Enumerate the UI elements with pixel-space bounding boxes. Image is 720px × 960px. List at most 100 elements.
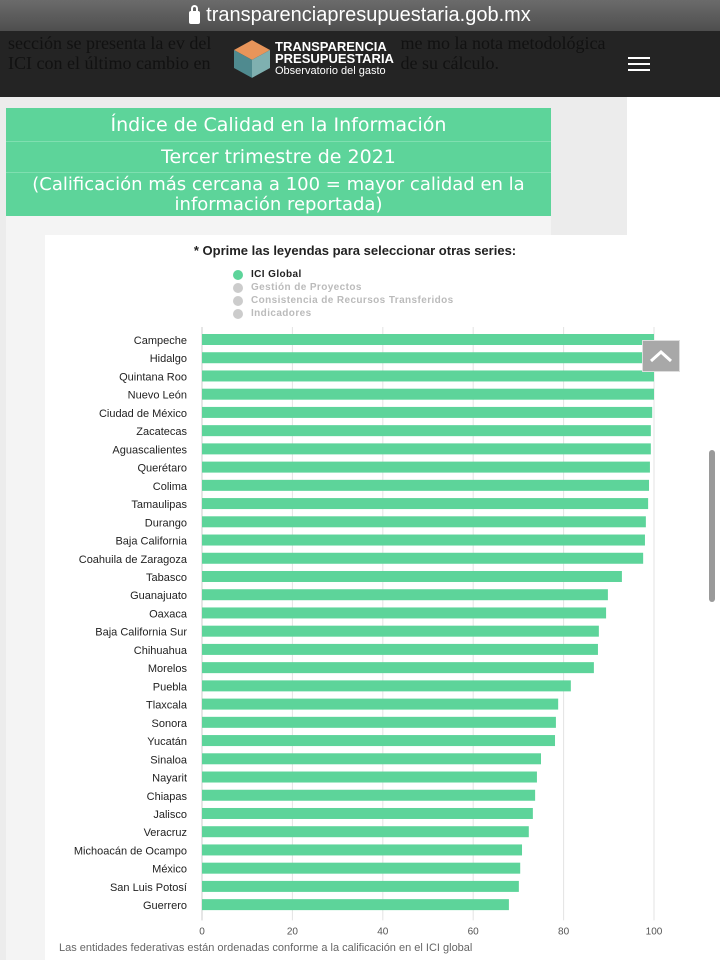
bar[interactable] bbox=[202, 625, 599, 637]
chart-note: Las entidades federativas están ordenada… bbox=[59, 942, 473, 954]
legend-item-ici-global[interactable]: ICI Global bbox=[233, 269, 302, 281]
category-label: Coahuila de Zaragoza bbox=[79, 554, 188, 566]
category-label: Sinaloa bbox=[150, 754, 188, 766]
bar[interactable] bbox=[202, 370, 654, 382]
category-label: Sonora bbox=[152, 718, 188, 730]
bar[interactable] bbox=[202, 735, 556, 747]
category-label: Chiapas bbox=[147, 791, 188, 803]
category-label: Hidalgo bbox=[150, 353, 187, 365]
cube-logo-icon bbox=[234, 40, 270, 78]
bar[interactable] bbox=[202, 534, 645, 546]
url-text: transparenciapresupuestaria.gob.mx bbox=[206, 4, 531, 26]
category-label: San Luis Potosí bbox=[110, 882, 187, 894]
chevron-up-icon bbox=[649, 349, 673, 363]
legend-dot-icon bbox=[233, 296, 243, 306]
lock-icon bbox=[189, 5, 201, 24]
site-logo[interactable]: TRANSPARENCIA PRESUPUESTARIA Observatori… bbox=[230, 39, 398, 79]
category-label: Baja California bbox=[115, 536, 187, 548]
bar[interactable] bbox=[202, 680, 571, 692]
bar[interactable] bbox=[202, 479, 650, 491]
legend-dot-icon bbox=[233, 283, 243, 293]
bar[interactable] bbox=[202, 516, 646, 528]
bar[interactable] bbox=[202, 716, 556, 728]
bar[interactable] bbox=[202, 352, 654, 364]
x-tick-label: 60 bbox=[468, 926, 480, 937]
logo-line1: TRANSPARENCIA bbox=[275, 39, 387, 54]
bar[interactable] bbox=[202, 334, 654, 345]
legend-item-gestion-proyectos[interactable]: Gestión de Proyectos bbox=[233, 282, 362, 294]
category-label: Tabasco bbox=[146, 572, 187, 584]
category-label: Colima bbox=[153, 481, 188, 493]
category-label: Nuevo León bbox=[128, 390, 187, 402]
category-label: Puebla bbox=[153, 681, 188, 693]
category-label: Querétaro bbox=[137, 463, 187, 475]
x-tick-label: 0 bbox=[199, 926, 205, 937]
background-paragraph: sección se presenta la ev del ICI con el… bbox=[8, 33, 606, 73]
bar-chart: 0 20 40 60 80 100 Campeche Hidalgo Quintana Roo N… bbox=[74, 327, 663, 937]
bar[interactable] bbox=[202, 425, 651, 437]
category-label: Veracruz bbox=[144, 827, 187, 839]
category-label: Michoacán de Ocampo bbox=[74, 845, 187, 857]
category-label: Guanajuato bbox=[130, 590, 187, 602]
bar[interactable] bbox=[202, 789, 536, 801]
category-label: Oaxaca bbox=[149, 608, 188, 620]
bar[interactable] bbox=[202, 771, 537, 783]
category-label: Jalisco bbox=[153, 809, 187, 821]
bar[interactable] bbox=[202, 607, 607, 619]
x-tick-label: 40 bbox=[377, 926, 389, 937]
category-label: Guerrero bbox=[143, 900, 187, 912]
index-title-box: Índice de Calidad en la Información Terc… bbox=[6, 108, 551, 216]
category-label: Tamaulipas bbox=[131, 499, 187, 511]
bar[interactable] bbox=[202, 406, 653, 418]
bar[interactable] bbox=[202, 662, 594, 674]
x-tick-label: 100 bbox=[646, 926, 663, 937]
bar[interactable] bbox=[202, 498, 649, 510]
bar[interactable] bbox=[202, 862, 521, 874]
bar[interactable] bbox=[202, 753, 541, 765]
bar[interactable] bbox=[202, 461, 650, 473]
title-line3: (Calificación más cercana a 100 = mayor … bbox=[32, 174, 525, 215]
hamburger-menu-icon[interactable] bbox=[628, 57, 650, 75]
bar[interactable] bbox=[202, 443, 651, 455]
legend-dot-icon bbox=[233, 309, 243, 319]
category-label: Baja California Sur bbox=[95, 627, 187, 639]
scroll-to-top-button[interactable] bbox=[642, 340, 680, 372]
category-label: Nayarit bbox=[152, 773, 187, 785]
bar[interactable] bbox=[202, 844, 523, 856]
category-label: Quintana Roo bbox=[119, 371, 187, 383]
legend-item-indicadores[interactable]: Indicadores bbox=[233, 308, 312, 320]
bar[interactable] bbox=[202, 826, 529, 838]
x-tick-label: 80 bbox=[558, 926, 570, 937]
scrollbar[interactable] bbox=[709, 450, 715, 602]
bar[interactable] bbox=[202, 589, 608, 601]
category-label: Campeche bbox=[134, 335, 187, 347]
category-label: México bbox=[152, 864, 187, 876]
site-header: sección se presenta la ev del ICI con el… bbox=[0, 31, 720, 97]
bar[interactable] bbox=[202, 643, 598, 655]
category-label: Tlaxcala bbox=[146, 700, 188, 712]
title-line2: Tercer trimestre de 2021 bbox=[6, 142, 551, 173]
category-label: Durango bbox=[145, 517, 187, 529]
category-label: Zacatecas bbox=[136, 426, 187, 438]
logo-tagline: Observatorio del gasto bbox=[275, 65, 386, 77]
bar[interactable] bbox=[202, 388, 654, 400]
bar[interactable] bbox=[202, 698, 559, 710]
bar[interactable] bbox=[202, 552, 644, 564]
category-label: Ciudad de México bbox=[99, 408, 187, 420]
title-line1: Índice de Calidad en la Información bbox=[6, 113, 551, 142]
category-label: Yucatán bbox=[147, 736, 187, 748]
chart-title: * Oprime las leyendas para seleccionar o… bbox=[193, 243, 517, 258]
address-bar[interactable]: transparenciapresupuestaria.gob.mx bbox=[0, 0, 720, 31]
bar[interactable] bbox=[202, 807, 533, 819]
legend-dot-icon bbox=[233, 270, 243, 280]
legend-item-consistencia-recursos[interactable]: Consistencia de Recursos Transferidos bbox=[233, 295, 454, 307]
bar[interactable] bbox=[202, 899, 509, 911]
category-label: Aguascalientes bbox=[112, 444, 187, 456]
logo-line2: PRESUPUESTARIA bbox=[275, 51, 394, 66]
x-tick-label: 20 bbox=[287, 926, 299, 937]
category-label: Morelos bbox=[148, 663, 188, 675]
chart-card: * Oprime las leyendas para seleccionar o… bbox=[45, 235, 665, 960]
bar[interactable] bbox=[202, 570, 622, 582]
category-label: Chihuahua bbox=[134, 645, 188, 657]
bar[interactable] bbox=[202, 880, 519, 892]
